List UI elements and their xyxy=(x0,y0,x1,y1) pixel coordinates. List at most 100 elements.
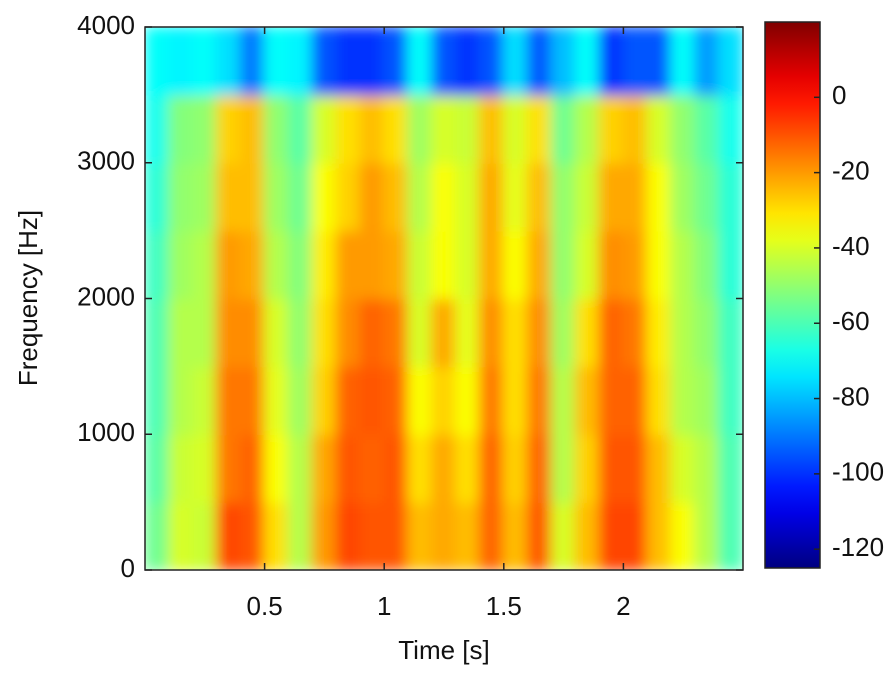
heatmap-cell xyxy=(167,297,194,368)
heatmap-cell xyxy=(502,501,529,570)
heatmap-cell xyxy=(550,433,577,504)
heatmap-cell xyxy=(694,27,721,96)
heatmap-cell xyxy=(407,365,434,436)
heatmap-cell xyxy=(550,501,577,570)
heatmap-cell xyxy=(145,27,170,96)
heatmap-cell xyxy=(670,229,697,300)
heatmap-cell xyxy=(526,433,553,504)
colorbar-tick-label: -120 xyxy=(832,532,884,562)
heatmap-cell xyxy=(383,93,410,164)
heatmap-cell xyxy=(431,501,457,570)
heatmap-cell xyxy=(311,229,338,300)
heatmap-cell xyxy=(311,501,338,570)
heatmap-cell xyxy=(598,365,625,436)
heatmap-cell xyxy=(478,161,505,232)
heatmap-cell xyxy=(359,161,386,232)
heatmap-cell xyxy=(287,501,314,570)
heatmap-cell xyxy=(215,297,242,368)
heatmap-cell xyxy=(191,365,218,436)
heatmap-cell xyxy=(191,433,218,504)
heatmap-cell xyxy=(407,229,434,300)
heatmap-cell xyxy=(287,297,314,368)
heatmap-cell xyxy=(359,27,386,96)
heatmap-cell xyxy=(454,229,481,300)
heatmap-cell xyxy=(239,501,266,570)
heatmap-cell xyxy=(215,433,242,504)
colorbar-tick-label: -100 xyxy=(832,457,884,487)
heatmap-cell xyxy=(574,297,601,368)
colorbar-tick-label: -60 xyxy=(832,306,870,336)
heatmap-cell xyxy=(670,433,697,504)
heatmap-cell xyxy=(694,365,721,436)
heatmap-cell xyxy=(574,501,601,570)
heatmap-cell xyxy=(167,27,194,96)
heatmap-cell xyxy=(383,297,410,368)
heatmap-cell xyxy=(167,229,194,300)
colorbar-tick-label: -80 xyxy=(832,381,870,411)
heatmap-cell xyxy=(263,433,290,504)
heatmap-cell xyxy=(359,229,386,300)
heatmap-cell xyxy=(670,161,697,232)
heatmap-cell xyxy=(215,501,242,570)
heatmap-cell xyxy=(287,161,314,232)
heatmap-cell xyxy=(407,297,434,368)
heatmap-cell xyxy=(311,27,338,96)
heatmap-cell xyxy=(239,27,266,96)
heatmap-cell xyxy=(239,365,266,436)
heatmap-cell xyxy=(454,501,481,570)
heatmap-cell xyxy=(646,297,673,368)
heatmap-cell xyxy=(431,297,457,368)
heatmap-cell xyxy=(622,93,649,164)
heatmap-cell xyxy=(646,93,673,164)
heatmap-cell xyxy=(311,161,338,232)
heatmap-cell xyxy=(383,27,410,96)
heatmap-cell xyxy=(670,27,697,96)
heatmap-cell xyxy=(718,501,743,570)
heatmap-cell xyxy=(239,93,266,164)
heatmap-cell xyxy=(335,229,362,300)
heatmap-cell xyxy=(478,297,505,368)
heatmap-cell xyxy=(526,297,553,368)
heatmap-cell xyxy=(287,433,314,504)
heatmap-cell xyxy=(670,365,697,436)
heatmap-cell xyxy=(550,27,577,96)
heatmap-cell xyxy=(526,229,553,300)
heatmap-cell xyxy=(550,229,577,300)
heatmap-cell xyxy=(550,161,577,232)
heatmap-cell xyxy=(694,501,721,570)
heatmap-cell xyxy=(287,93,314,164)
y-axis-label: Frequency [Hz] xyxy=(13,210,43,386)
heatmap-cell xyxy=(502,27,529,96)
heatmap-cell xyxy=(407,433,434,504)
heatmap-cell xyxy=(167,501,194,570)
heatmap-cell xyxy=(718,365,743,436)
heatmap-cell xyxy=(311,297,338,368)
heatmap-cell xyxy=(191,27,218,96)
x-tick-label: 1 xyxy=(377,591,391,621)
heatmap-cell xyxy=(191,93,218,164)
heatmap-cell xyxy=(598,93,625,164)
heatmap-cell xyxy=(502,365,529,436)
y-tick-label: 4000 xyxy=(77,10,135,40)
heatmap-cell xyxy=(215,365,242,436)
heatmap-cell xyxy=(598,501,625,570)
heatmap-cell xyxy=(359,297,386,368)
heatmap-cell xyxy=(454,27,481,96)
heatmap-cell xyxy=(574,433,601,504)
heatmap-cell xyxy=(431,433,457,504)
heatmap xyxy=(145,27,743,570)
heatmap-cell xyxy=(478,27,505,96)
heatmap-cell xyxy=(478,433,505,504)
heatmap-cell xyxy=(383,365,410,436)
colorbar-tick-label: -20 xyxy=(832,155,870,185)
heatmap-cell xyxy=(383,161,410,232)
heatmap-cell xyxy=(335,365,362,436)
heatmap-cell xyxy=(311,365,338,436)
heatmap-cell xyxy=(383,229,410,300)
heatmap-cell xyxy=(215,229,242,300)
heatmap-cell xyxy=(670,501,697,570)
y-tick-label: 3000 xyxy=(77,146,135,176)
heatmap-cell xyxy=(167,365,194,436)
heatmap-cell xyxy=(407,161,434,232)
